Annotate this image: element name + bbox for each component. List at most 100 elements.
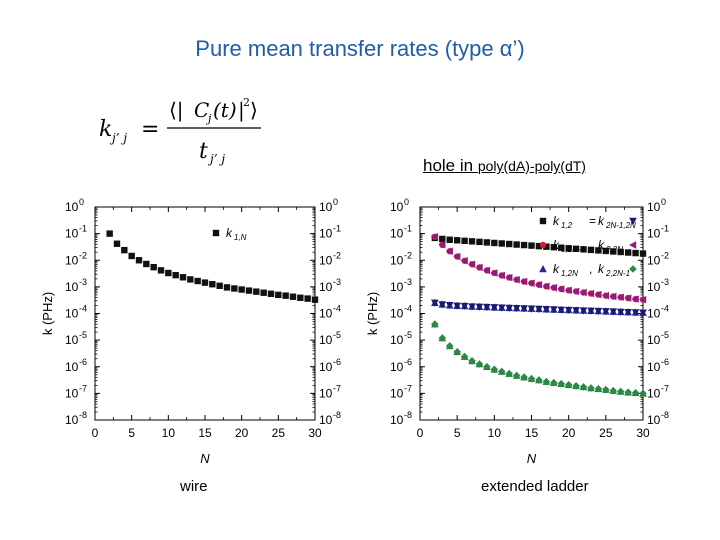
data-point xyxy=(439,235,446,243)
y-tick-exponent-right: -6 xyxy=(333,357,341,367)
plot-frame xyxy=(419,206,644,421)
formula-num-close: | xyxy=(238,98,245,123)
y-tick-exponent-right: -5 xyxy=(333,330,341,340)
hole-label: hole in poly(dA)-poly(dT) xyxy=(423,156,586,176)
data-point xyxy=(610,248,617,255)
data-point xyxy=(460,256,468,265)
data-point xyxy=(572,287,580,296)
data-point xyxy=(483,362,491,371)
x-tick-label: 10 xyxy=(488,426,502,440)
data-point xyxy=(498,240,505,247)
y-tick-exponent-right: 0 xyxy=(661,197,666,207)
data-point xyxy=(311,296,319,303)
data-point xyxy=(558,244,565,251)
y-tick-label: 10 xyxy=(390,386,404,400)
y-tick-exponent: -8 xyxy=(404,410,412,420)
data-point xyxy=(438,301,447,309)
y-tick-exponent: -1 xyxy=(79,224,87,234)
data-point xyxy=(460,302,469,311)
ladder-caption: extended ladder xyxy=(481,478,589,495)
legend-right-sub: 2,2N xyxy=(605,245,623,254)
data-point xyxy=(194,277,201,285)
data-point xyxy=(490,269,498,277)
data-point xyxy=(113,240,121,247)
hole-label-small: poly(dA)-poly(dT) xyxy=(477,158,586,174)
data-point xyxy=(542,377,551,386)
x-tick-label: 30 xyxy=(308,426,322,440)
x-tick-label: 5 xyxy=(454,426,461,440)
data-point xyxy=(453,348,461,356)
data-point xyxy=(527,279,535,287)
data-point xyxy=(445,247,453,255)
data-point xyxy=(587,246,595,254)
data-point xyxy=(639,295,647,304)
legend-marker xyxy=(539,217,547,225)
data-point xyxy=(506,240,513,248)
y-tick-label: 10 xyxy=(65,307,79,321)
data-point xyxy=(579,288,587,297)
data-point xyxy=(460,352,469,361)
y-tick-exponent: -2 xyxy=(404,250,412,260)
formula-num-end: ⟩ xyxy=(250,98,258,122)
y-tick-label: 10 xyxy=(65,280,79,294)
legend-label-sub: 1,N xyxy=(234,233,247,242)
data-point xyxy=(231,285,238,292)
legend-left-base: k xyxy=(553,238,560,252)
y-tick-exponent-right: -4 xyxy=(333,304,341,314)
data-point xyxy=(512,275,520,284)
y-tick-exponent-right: -1 xyxy=(333,224,341,234)
data-point xyxy=(609,386,618,395)
legend-right-base: k xyxy=(598,262,605,276)
data-point xyxy=(534,280,543,289)
y-tick-label-right: 10 xyxy=(319,386,333,400)
y-tick-label-right: 10 xyxy=(319,280,333,294)
data-point xyxy=(482,266,491,275)
y-axis-label: k (PHz) xyxy=(365,292,380,335)
y-tick-label: 10 xyxy=(65,413,79,427)
legend-marker xyxy=(539,241,547,249)
y-tick-exponent-right: 0 xyxy=(333,197,338,207)
formula-lhs-sub: j’ j xyxy=(109,131,127,145)
data-point xyxy=(505,369,513,378)
y-tick-label-right: 10 xyxy=(647,253,661,267)
y-tick-label: 10 xyxy=(65,227,79,241)
legend-label-base: k xyxy=(226,226,233,240)
data-point xyxy=(297,294,304,301)
data-point xyxy=(520,373,528,381)
y-tick-exponent: -7 xyxy=(79,383,87,393)
y-tick-exponent-right: -3 xyxy=(661,277,669,287)
data-point xyxy=(490,304,499,312)
y-tick-label-right: 10 xyxy=(647,360,661,374)
data-point xyxy=(542,306,551,314)
data-point xyxy=(289,293,297,300)
x-tick-label: 25 xyxy=(272,426,286,440)
data-point xyxy=(594,307,603,316)
y-tick-label-right: 10 xyxy=(647,280,661,294)
y-tick-exponent-right: -4 xyxy=(661,304,669,314)
y-tick-label: 10 xyxy=(390,333,404,347)
y-tick-label-right: 10 xyxy=(319,307,333,321)
legend-marker xyxy=(212,229,220,237)
data-point xyxy=(453,302,461,310)
hole-label-main: hole in xyxy=(423,156,478,175)
data-point xyxy=(453,252,461,261)
plot-frame xyxy=(94,206,316,421)
legend-sep: = xyxy=(589,214,596,228)
legend-right-sub: 2N-1,2N xyxy=(605,221,636,230)
data-point xyxy=(639,309,647,317)
data-point xyxy=(624,249,632,256)
y-tick-label: 10 xyxy=(65,386,79,400)
y-tick-label-right: 10 xyxy=(647,200,661,214)
data-point xyxy=(528,242,535,249)
data-point xyxy=(461,237,468,245)
legend-left-base: k xyxy=(553,214,560,228)
data-point xyxy=(549,283,557,292)
data-point xyxy=(624,388,632,397)
data-point xyxy=(595,247,602,254)
data-point xyxy=(143,260,150,268)
y-tick-exponent: -1 xyxy=(404,224,412,234)
data-point xyxy=(520,241,528,249)
x-tick-label: 15 xyxy=(525,426,539,440)
data-point xyxy=(594,290,602,299)
data-point xyxy=(631,309,640,317)
